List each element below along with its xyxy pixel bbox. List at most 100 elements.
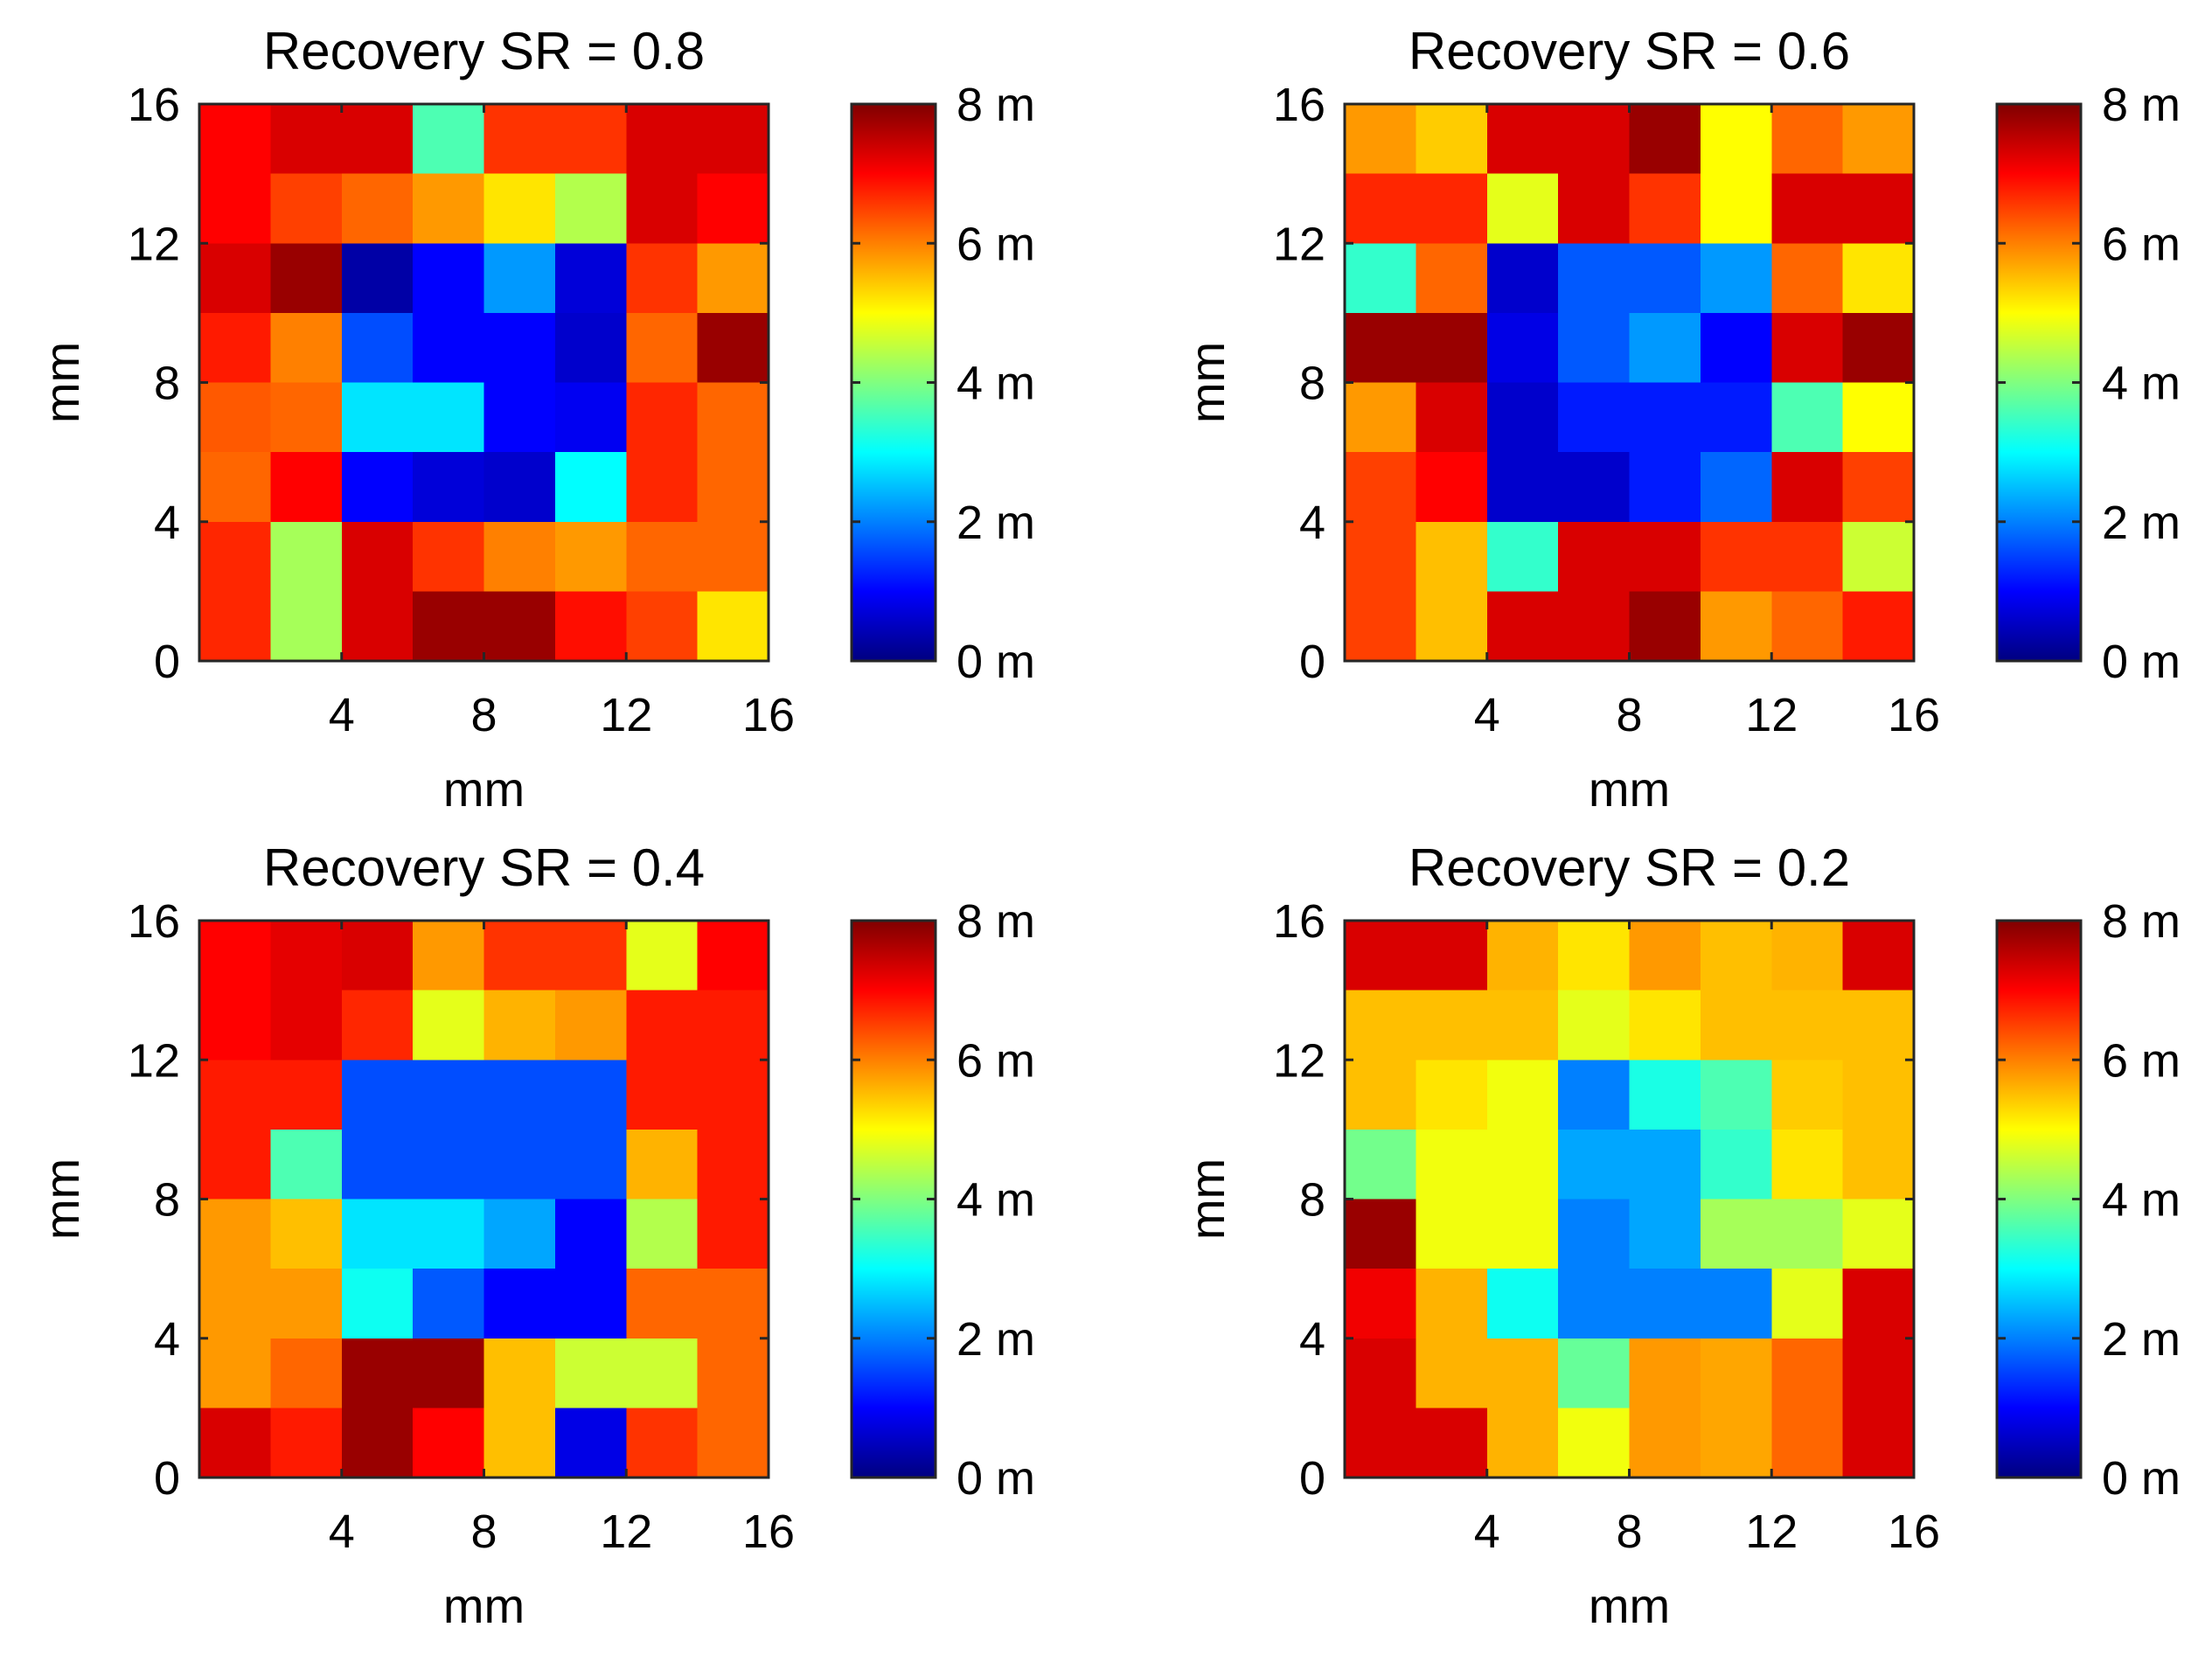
colorbar [850, 919, 937, 1479]
heatmap-cell [554, 990, 627, 1060]
heatmap-cell [341, 382, 414, 453]
heatmap-cell [199, 1338, 271, 1408]
heatmap-cell [1486, 1408, 1559, 1478]
y-tick-label: 0 [1299, 636, 1325, 688]
x-tick-label: 4 [329, 689, 355, 741]
colorbar-tick-label: 4 m [2102, 1174, 2181, 1227]
heatmap-cell [1486, 452, 1559, 523]
heatmap-cell [483, 921, 556, 991]
heatmap-cell [1629, 1408, 1701, 1478]
heatmap-cell [270, 1338, 343, 1408]
heatmap-cell [483, 312, 556, 384]
heatmap-cell [1416, 990, 1488, 1060]
heatmap-cell [199, 990, 271, 1060]
x-tick-label: 16 [1888, 1505, 1940, 1558]
heatmap-cell [1416, 591, 1488, 662]
heatmap-cell [341, 1408, 414, 1478]
heatmap-cell [1842, 1129, 1915, 1200]
colorbar-tick-label: 0 m [2102, 636, 2181, 688]
heatmap-cells [1345, 921, 1915, 1478]
heatmap-cell [1558, 173, 1631, 244]
heatmap-cell [697, 1338, 769, 1408]
heatmap-cell [554, 243, 627, 314]
x-tick-label: 16 [1888, 689, 1940, 741]
heatmap-cell [341, 452, 414, 523]
heatmap-cell [199, 1060, 271, 1130]
heatmap-cell [1416, 452, 1488, 523]
heatmap-cell [626, 1269, 699, 1339]
heatmap-cell [1629, 921, 1701, 991]
heatmap-cell [626, 104, 699, 175]
x-axis-label: mm [1589, 1578, 1670, 1633]
heatmap-cell [1486, 521, 1559, 592]
heatmap-cell [1558, 921, 1631, 991]
heatmap-cell [341, 921, 414, 991]
heatmap-cell [1700, 1129, 1772, 1200]
heatmap-cell [1842, 312, 1915, 384]
x-tick-label: 12 [600, 1505, 652, 1558]
heatmap-cell [413, 312, 485, 384]
y-tick-label: 4 [1299, 1313, 1325, 1366]
y-tick-label: 12 [1273, 218, 1325, 270]
colorbar-tick-label: 4 m [956, 1174, 1035, 1227]
heatmap-panel-4: Recovery SR = 0.2 4 8 12 16 mm 0 4 8 12 16 mm 0 m 2 m… [1179, 838, 2181, 1633]
heatmap-cell [1700, 1408, 1772, 1478]
heatmap-cell [483, 990, 556, 1060]
heatmap-cell [1629, 1338, 1701, 1408]
heatmap-cell [1629, 452, 1701, 523]
heatmap-cell [1345, 1060, 1416, 1130]
x-tick-label: 16 [742, 1505, 795, 1558]
x-tick-label: 8 [470, 689, 497, 741]
heatmap-cell [1629, 312, 1701, 384]
heatmap-cell [483, 1408, 556, 1478]
heatmap-cell [199, 1199, 271, 1269]
heatmap-cell [1771, 452, 1844, 523]
heatmap-cell [1486, 173, 1559, 244]
heatmap-cell [1629, 591, 1701, 662]
heatmap-cell [341, 173, 414, 244]
heatmap-cell [1842, 1269, 1915, 1339]
heatmap-panel-1: Recovery SR = 0.8 4 8 12 16 mm 0 4 8 12 16 mm 0 m 2 m… [34, 22, 1035, 817]
heatmap-cell [199, 1129, 271, 1200]
colorbar-tick-label: 4 m [956, 358, 1035, 410]
heatmap-cell [413, 243, 485, 314]
colorbar-tick-label: 8 m [2102, 895, 2181, 948]
heatmap-cell [1771, 1060, 1844, 1130]
heatmap-cell [341, 1129, 414, 1200]
y-tick-label: 16 [1273, 895, 1325, 948]
heatmap-cell [483, 1129, 556, 1200]
heatmap-cell [554, 1338, 627, 1408]
heatmap-cell [1486, 1269, 1559, 1339]
heatmap-cell [697, 173, 769, 244]
heatmap-cell [1700, 591, 1772, 662]
heatmap-cell [483, 1060, 556, 1130]
heatmap-cell [1771, 591, 1844, 662]
heatmap-cell [1345, 452, 1416, 523]
heatmap-cell [1771, 243, 1844, 314]
heatmap-cell [1558, 1408, 1631, 1478]
heatmap-cell [1842, 452, 1915, 523]
heatmap-cell [1345, 1408, 1416, 1478]
heatmap-cell [270, 312, 343, 384]
heatmap-cell [1558, 1060, 1631, 1130]
panel-title: Recovery SR = 0.6 [1409, 22, 1850, 80]
colorbar-tick-label: 0 m [956, 1452, 1035, 1505]
heatmap-cell [1345, 312, 1416, 384]
heatmap-cell [1842, 382, 1915, 453]
heatmap-cell [483, 452, 556, 523]
x-axis-label: mm [1589, 761, 1670, 817]
x-tick-label: 4 [1474, 689, 1500, 741]
x-tick-label: 8 [1616, 689, 1642, 741]
heatmap-cell [413, 104, 485, 175]
heatmap-cell [554, 1129, 627, 1200]
heatmap-cell [483, 173, 556, 244]
heatmap-cell [554, 591, 627, 662]
heatmap-cell [626, 591, 699, 662]
y-tick-label: 16 [128, 895, 180, 948]
heatmap-cell [697, 591, 769, 662]
heatmap-cell [1842, 104, 1915, 175]
heatmap-cell [341, 990, 414, 1060]
heatmap-cell [1842, 521, 1915, 592]
heatmap-cell [1345, 521, 1416, 592]
